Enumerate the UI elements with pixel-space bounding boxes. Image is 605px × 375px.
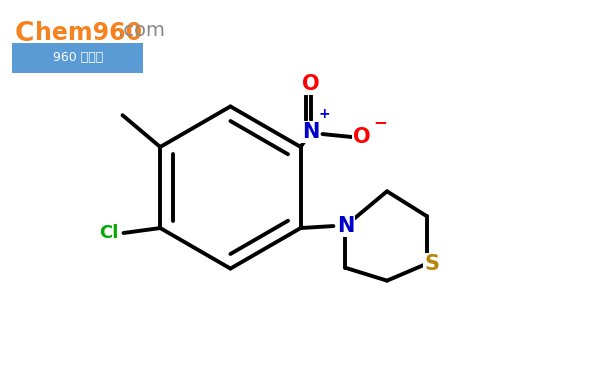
Text: N: N [336,216,354,236]
Text: −: − [373,113,387,131]
Text: S: S [424,254,439,274]
Text: O: O [302,74,319,94]
Text: Cl: Cl [99,224,119,242]
Text: C: C [14,21,33,47]
Text: O: O [353,127,371,147]
Text: 960 化工网: 960 化工网 [53,51,103,64]
Text: +: + [319,107,330,121]
Text: N: N [302,122,319,142]
Text: hem960: hem960 [35,21,142,45]
FancyBboxPatch shape [12,43,143,73]
Text: .com: .com [119,21,166,40]
